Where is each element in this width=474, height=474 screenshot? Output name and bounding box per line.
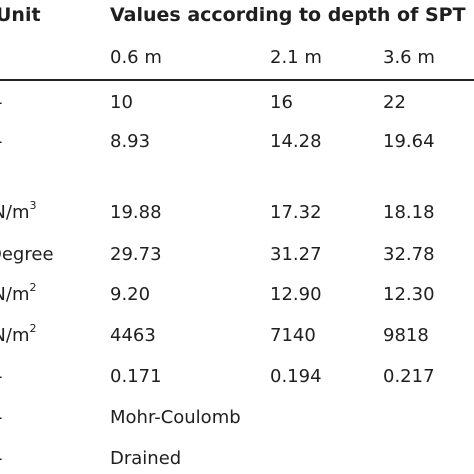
row-5-unit: kN/m2 (0, 281, 37, 305)
row-8-value: Mohr-Coulomb (110, 407, 241, 428)
row-4-value-1: 29.73 (110, 244, 162, 265)
row-5-value-3: 12.30 (383, 284, 435, 305)
depth-header-1: 0.6 m (110, 47, 162, 68)
depth-header-3: 3.6 m (383, 47, 435, 68)
header-divider (0, 79, 474, 81)
row-7-value-2: 0.194 (270, 366, 322, 387)
row-6-value-1: 4463 (110, 325, 156, 346)
depth-header-2: 2.1 m (270, 47, 322, 68)
row-5-value-2: 12.90 (270, 284, 322, 305)
row-4-value-2: 31.27 (270, 244, 322, 265)
row-1-value-2: 16 (270, 92, 293, 113)
row-5-value-1: 9.20 (110, 284, 151, 305)
row-3-value-1: 19.88 (110, 202, 162, 223)
values-column-header: Values according to depth of SPT (110, 4, 466, 26)
row-2-unit: - (0, 131, 3, 153)
row-3-value-2: 17.32 (270, 202, 322, 223)
row-4-unit: Degree (0, 244, 54, 265)
row-9-unit: - (0, 448, 3, 470)
row-1-value-1: 10 (110, 92, 133, 113)
row-9-value: Drained (110, 448, 182, 469)
row-2-value-3: 19.64 (383, 131, 435, 152)
row-6-value-2: 7140 (270, 325, 316, 346)
row-7-value-3: 0.217 (383, 366, 435, 387)
row-8-unit: - (0, 407, 3, 429)
row-7-value-1: 0.171 (110, 366, 162, 387)
row-2-value-2: 14.28 (270, 131, 322, 152)
row-1-unit: - (0, 92, 3, 114)
row-3-value-3: 18.18 (383, 202, 435, 223)
row-6-value-3: 9818 (383, 325, 429, 346)
row-2-value-1: 8.93 (110, 131, 151, 152)
row-6-unit: kN/m2 (0, 322, 37, 346)
row-7-unit: - (0, 366, 3, 388)
row-3-unit: kN/m3 (0, 199, 37, 223)
row-4-value-3: 32.78 (383, 244, 435, 265)
unit-column-header: Unit (0, 4, 41, 26)
row-1-value-3: 22 (383, 92, 406, 113)
